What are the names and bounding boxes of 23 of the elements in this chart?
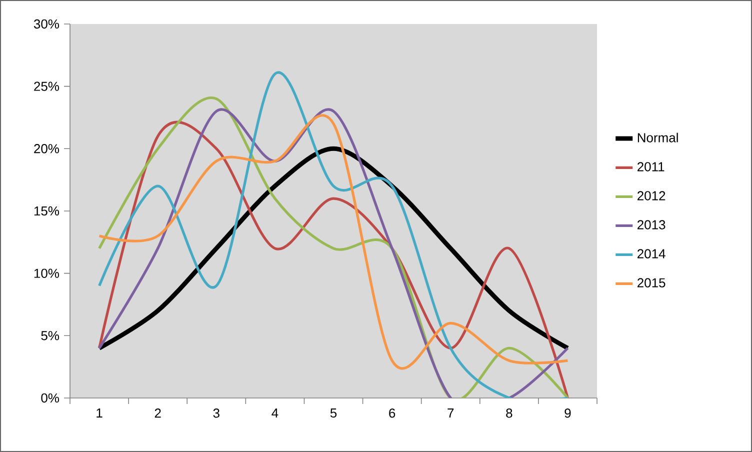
legend-label: Normal [638,132,678,142]
y-tick-label: 15% [34,206,60,216]
x-tick-label: 9 [564,408,571,418]
x-tick-label: 4 [272,408,278,418]
legend-label: 2013 [638,220,666,230]
legend-label: 2014 [638,249,666,258]
x-tick-label: 3 [213,408,220,418]
x-tick-label: 7 [448,408,454,418]
legend-label: 2011 [638,162,664,172]
y-tick-label: 20% [34,144,60,154]
line-series [97,146,570,350]
x-tick-label: 6 [389,408,396,418]
legend-label: 2012 [638,191,666,200]
y-tick-label: 5% [41,331,60,340]
legend-label: 2015 [638,278,666,288]
x-tick-label: 1 [96,408,102,418]
y-tick-label: 0% [41,393,60,403]
y-tick-label: 10% [34,268,60,278]
x-tick-label: 8 [506,408,512,418]
x-tick-label: 5 [330,408,337,418]
x-tick-label: 2 [154,408,161,418]
y-tick-label: 30% [34,19,60,29]
y-tick-label: 25% [34,82,60,91]
